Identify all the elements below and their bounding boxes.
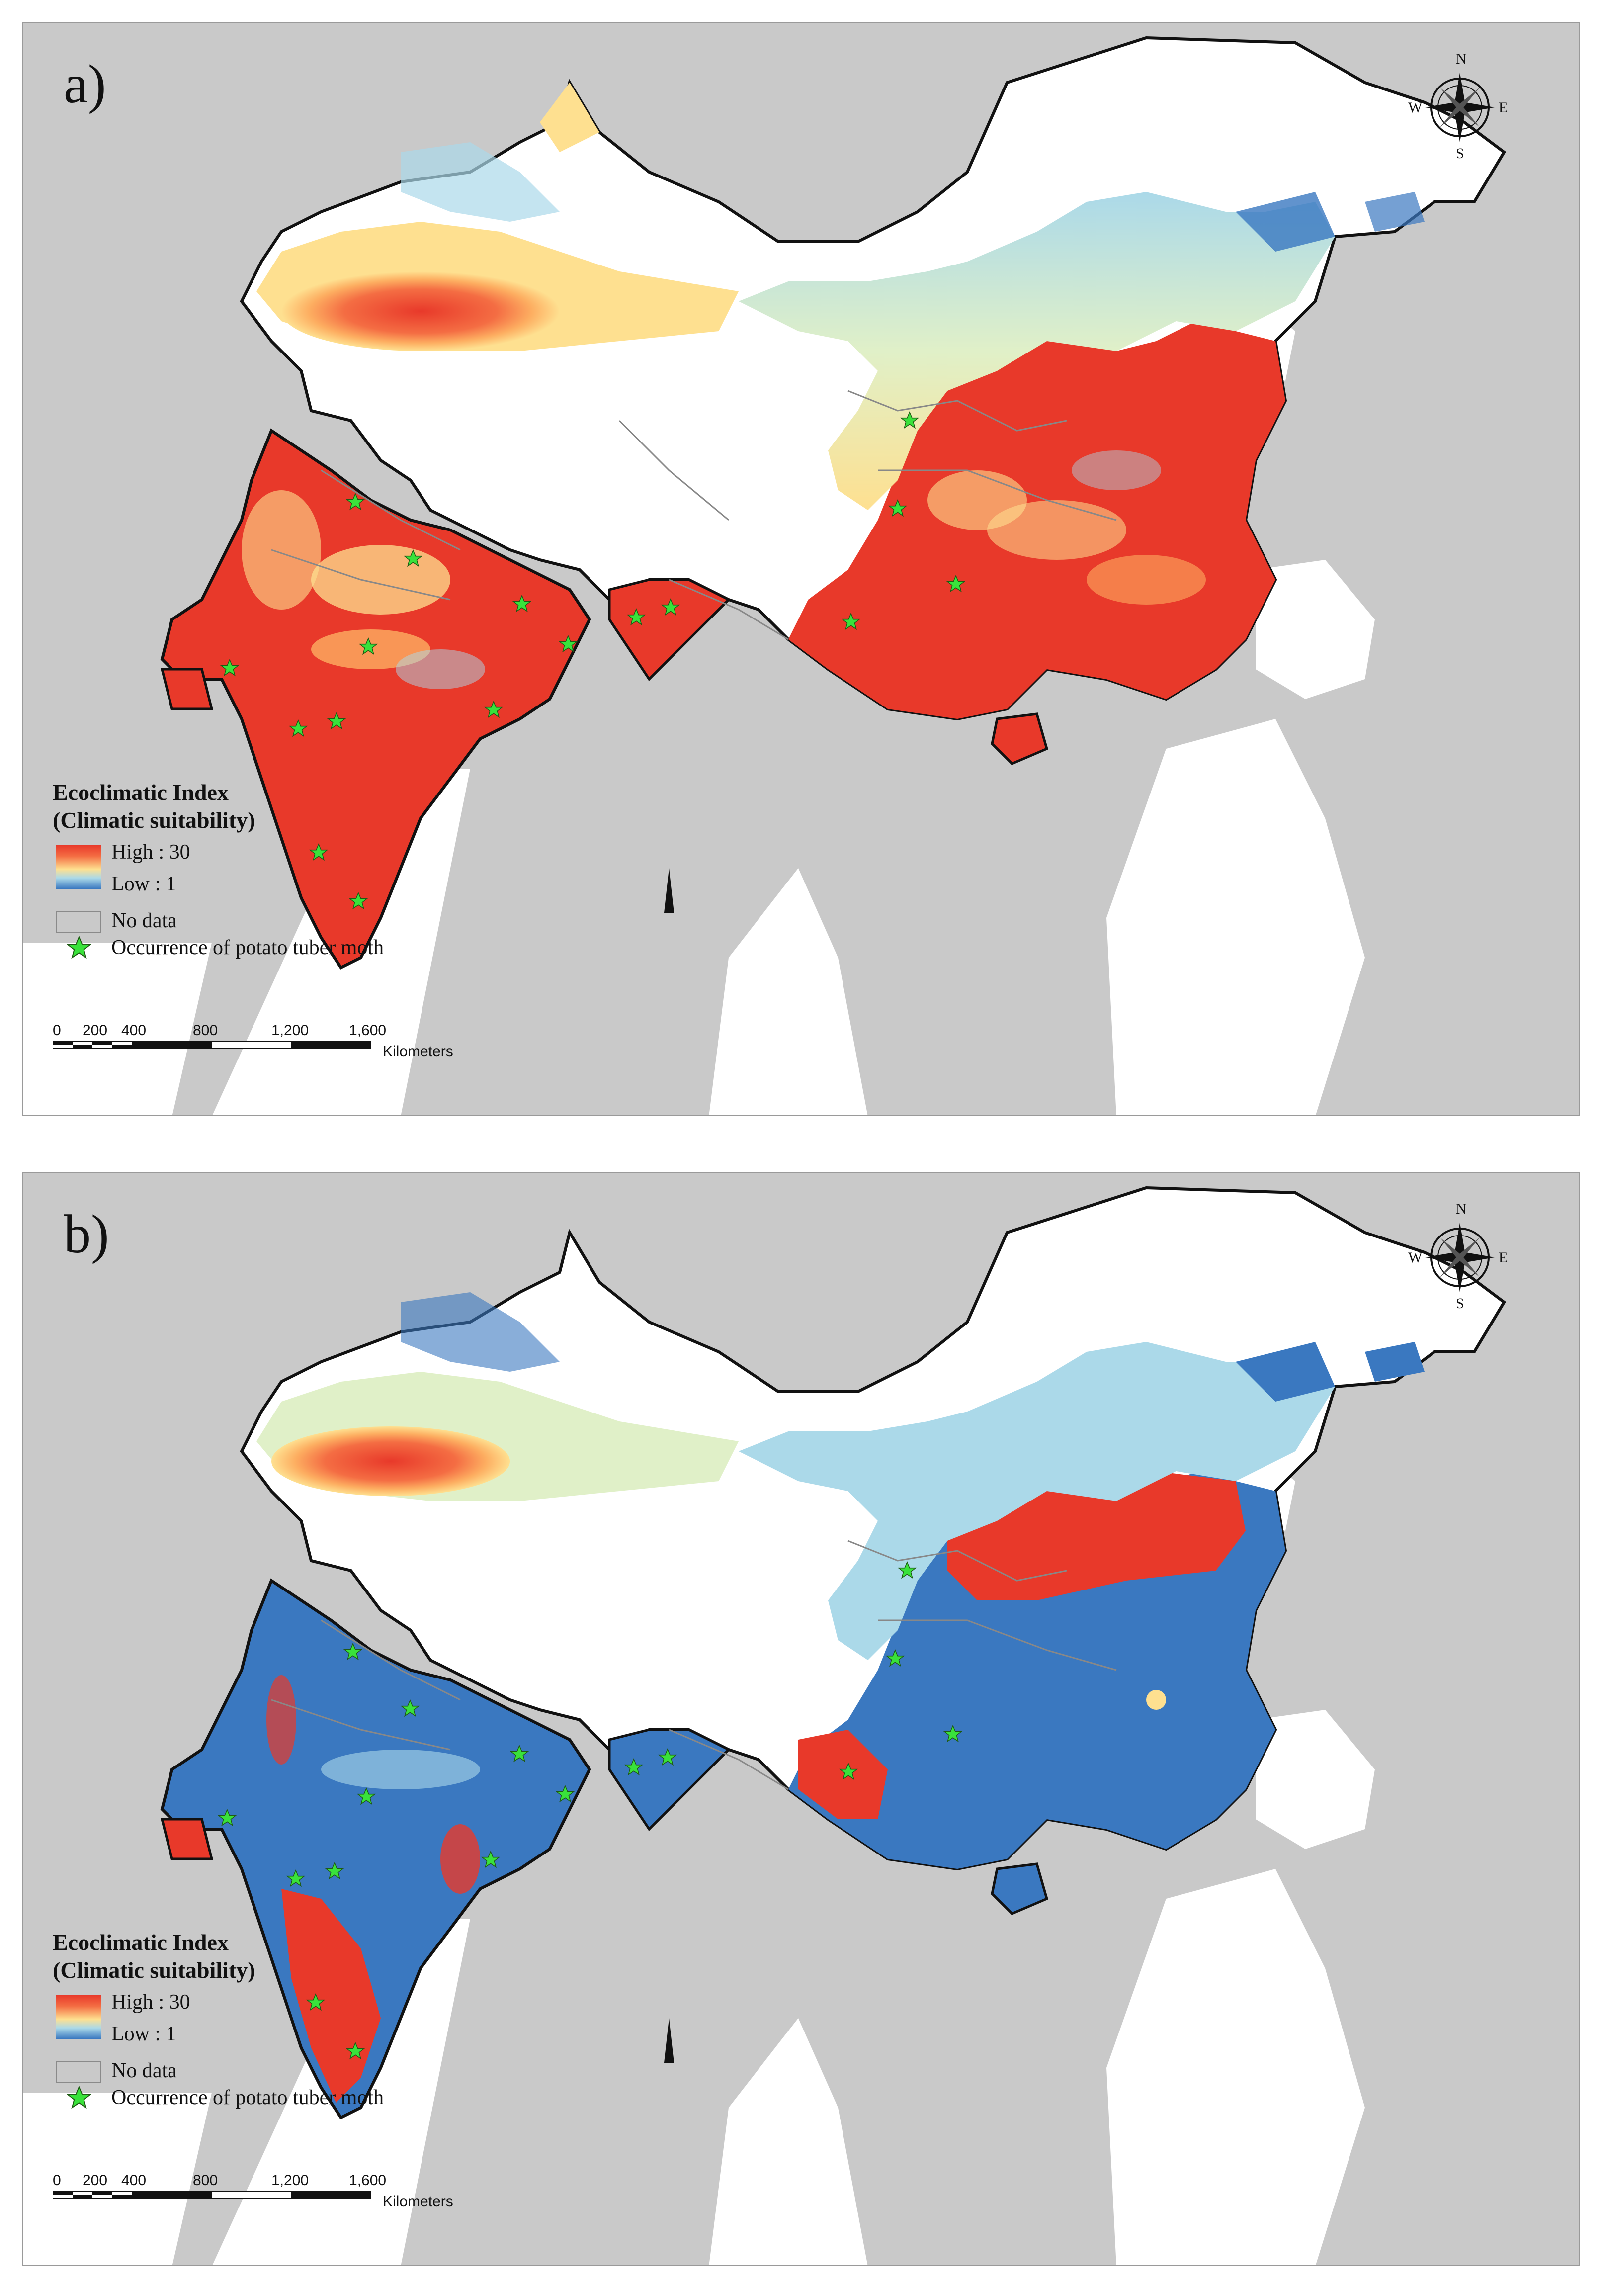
legend-nodata-label: No data [111, 2059, 177, 2082]
legend: Ecoclimatic Index (Climatic suitability)… [53, 779, 500, 1037]
legend-nodata-label: No data [111, 909, 177, 932]
scale-bar: 0 200 400 800 1,200 1,600 Kilometers [53, 2172, 500, 2232]
tarim-basin [256, 83, 739, 351]
legend-high-label: High : 30 [111, 1991, 190, 2014]
legend-occurrence-label: Occurrence of potato tuber moth [111, 936, 384, 959]
compass-n: N [1456, 1201, 1467, 1217]
legend-nodata-swatch [56, 2061, 101, 2083]
compass-s: S [1456, 145, 1464, 162]
plateau-rim [739, 1342, 1425, 1660]
compass-rose-icon: N S E W [1408, 51, 1508, 162]
map-a-canvas [23, 36, 1506, 1115]
scale-tick: 400 [121, 1022, 147, 1039]
compass-n: N [1456, 51, 1467, 67]
star-icon [67, 2086, 91, 2109]
legend-low-label: Low : 1 [111, 873, 176, 895]
scale-tick: 200 [83, 2172, 108, 2189]
legend-high-label: High : 30 [111, 841, 190, 864]
scale-tick: 1,600 [349, 1022, 387, 1039]
scale-tick: 200 [83, 1022, 108, 1039]
map-panel-a: a) N S E W Ecoclimatic Index (Climatic s… [22, 22, 1580, 1116]
sea-areas [23, 301, 1375, 1115]
legend-title-line2: (Climatic suitability) [53, 1957, 255, 1983]
legend-title-line1: Ecoclimatic Index [53, 1930, 229, 1955]
legend-nodata-swatch [56, 911, 101, 933]
compass-e: E [1499, 99, 1508, 116]
plateau-rim [739, 192, 1425, 510]
internal-borders [271, 390, 1117, 640]
china-hot-region [788, 321, 1285, 765]
compass-s: S [1456, 1295, 1464, 1312]
scale-tick: 800 [193, 2172, 218, 2189]
legend-title-line2: (Climatic suitability) [53, 807, 255, 833]
china-cool-region [788, 1471, 1285, 1915]
scale-tick: 1,200 [271, 2172, 309, 2189]
map-panel-b: b) N S E W Ecoclimatic Index (Climatic s… [22, 1172, 1580, 2266]
legend-occurrence-label: Occurrence of potato tuber moth [111, 2086, 384, 2109]
legend-title-line1: Ecoclimatic Index [53, 780, 229, 805]
scale-unit: Kilometers [383, 1043, 453, 1060]
india-region [160, 428, 731, 970]
legend-color-ramp [56, 1995, 101, 2039]
legend: Ecoclimatic Index (Climatic suitability)… [53, 1929, 500, 2187]
compass-rose-icon: N S E W [1408, 1201, 1508, 1312]
scale-tick: 0 [53, 1022, 61, 1039]
compass-e: E [1499, 1249, 1508, 1266]
scale-unit: Kilometers [383, 2193, 453, 2209]
tarim-basin [256, 1292, 739, 1501]
scale-tick: 400 [121, 2172, 147, 2189]
compass-w: W [1408, 1249, 1423, 1266]
panel-label: b) [64, 1204, 109, 1264]
internal-borders [271, 1540, 1117, 1790]
scale-bar-graphic [53, 2191, 371, 2199]
scale-bar: 0 200 400 800 1,200 1,600 Kilometers [53, 1022, 500, 1082]
scale-bar-graphic [53, 1041, 371, 1049]
legend-color-ramp [56, 845, 101, 889]
scale-tick: 1,200 [271, 1022, 309, 1039]
compass-w: W [1408, 99, 1423, 116]
scale-tick: 800 [193, 1022, 218, 1039]
scale-tick: 1,600 [349, 2172, 387, 2189]
scale-tick: 0 [53, 2172, 61, 2189]
star-icon [67, 936, 91, 959]
map-b-canvas [23, 1186, 1506, 2265]
legend-low-label: Low : 1 [111, 2023, 176, 2045]
panel-label: a) [64, 54, 106, 114]
